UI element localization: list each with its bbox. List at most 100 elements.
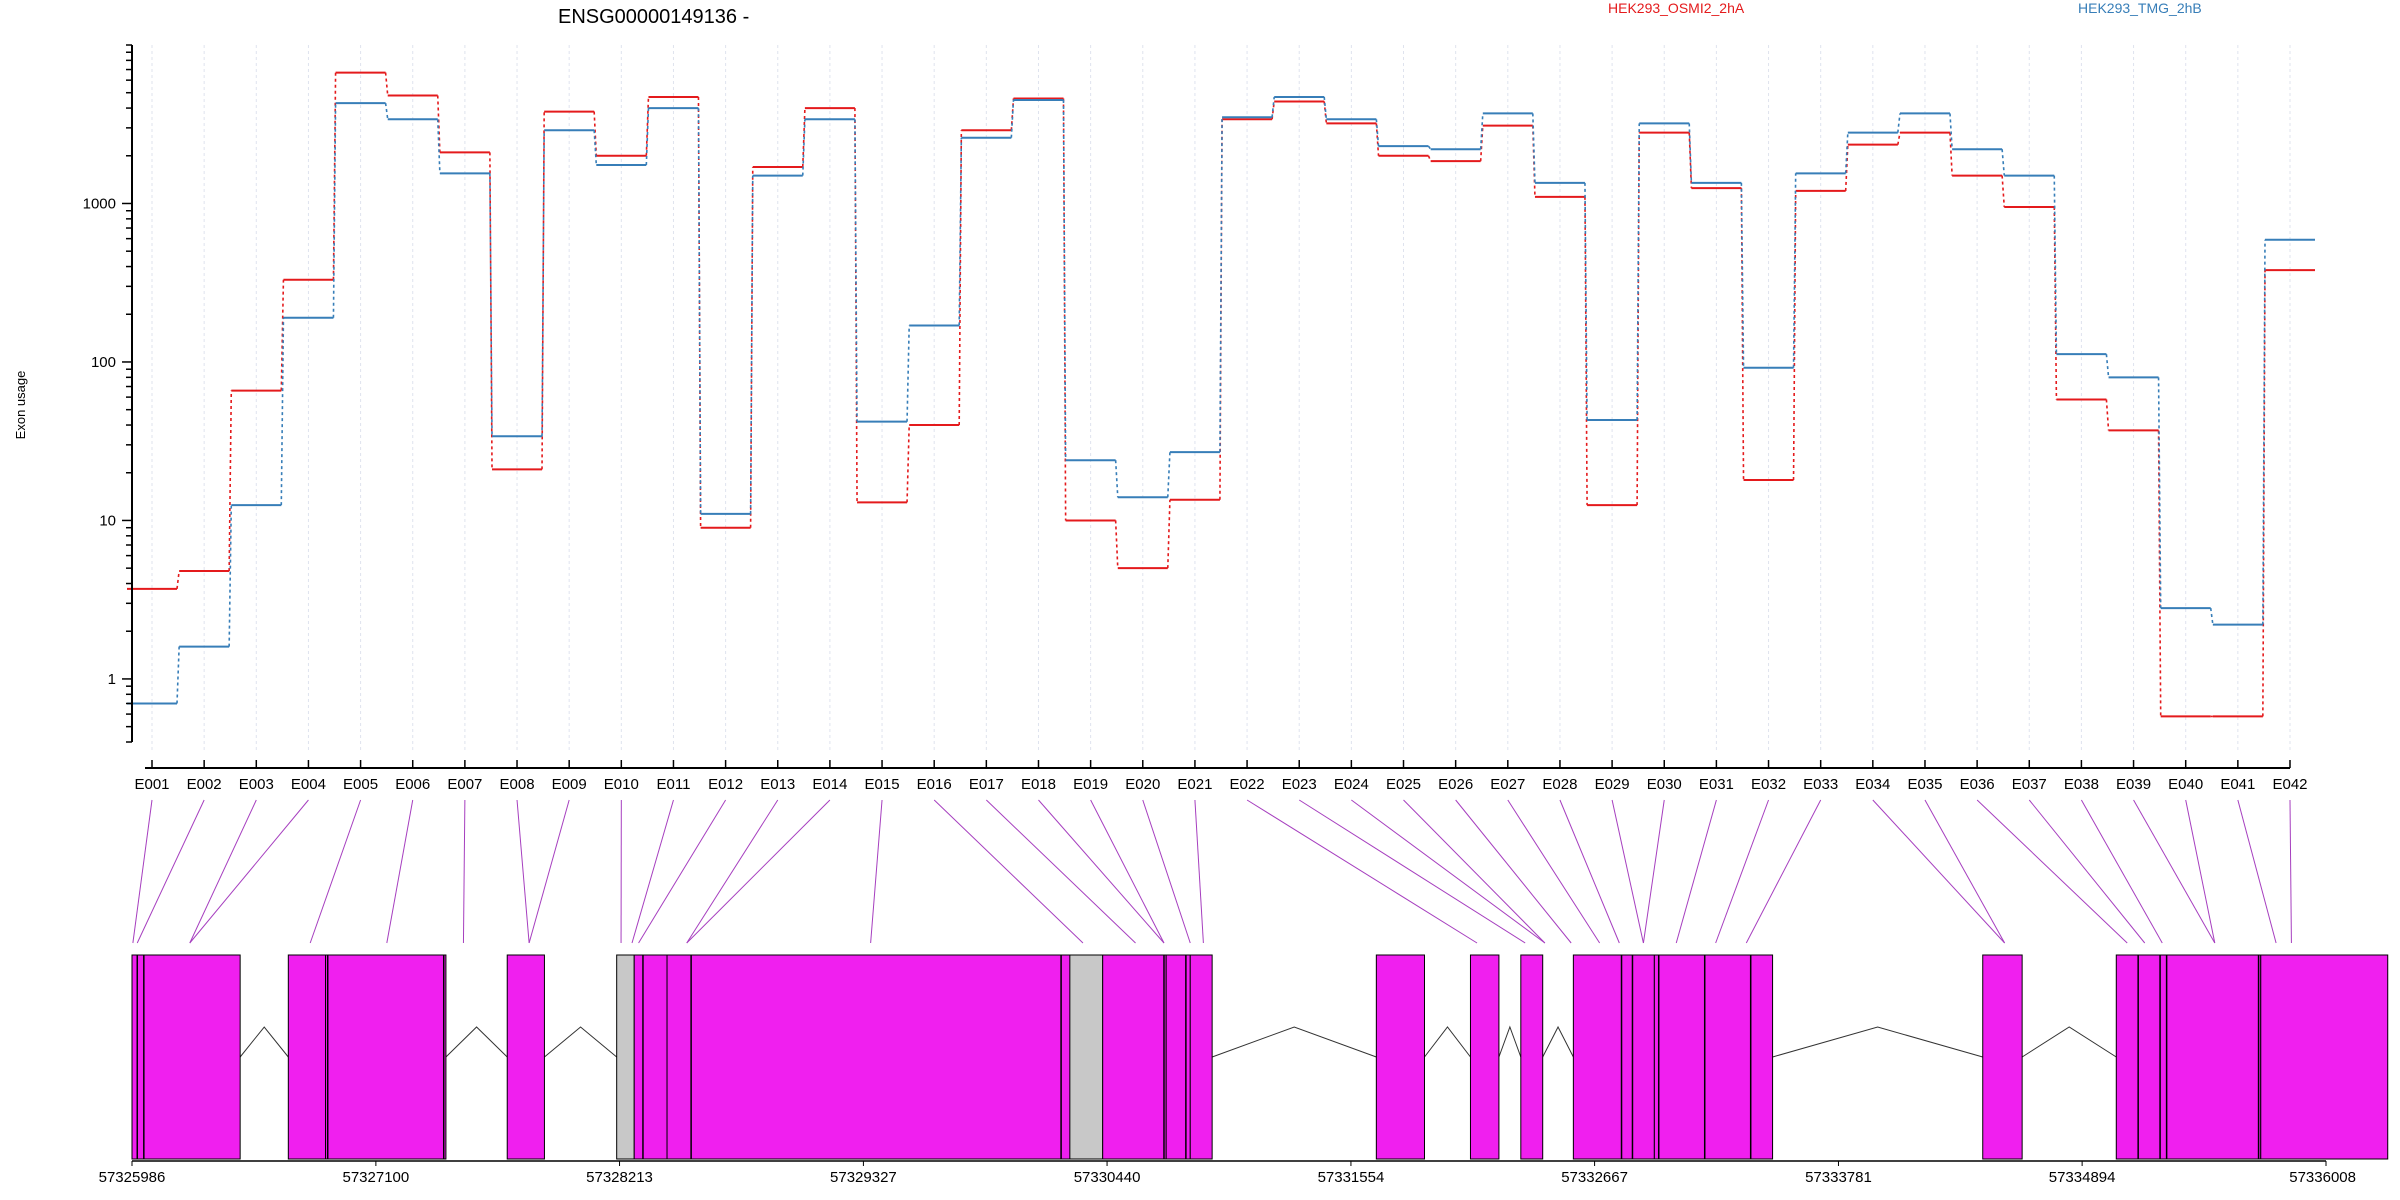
exon-block xyxy=(287,954,327,1160)
exon-connector-e002 xyxy=(136,799,205,944)
series-osmi2-connector xyxy=(280,279,285,391)
exon-connector-e024 xyxy=(1351,799,1546,944)
x-tick-label-e012: E012 xyxy=(708,776,743,793)
x-tick-label-e035: E035 xyxy=(1907,776,1942,793)
series-osmi2-connector xyxy=(2105,399,2110,431)
x-tick-label-e037: E037 xyxy=(2012,776,2047,793)
exon-connector-e020 xyxy=(1142,799,1191,944)
series-osmi2-connector xyxy=(1219,119,1223,500)
exon-connector-e009 xyxy=(528,799,570,944)
exon-connector-e014 xyxy=(686,799,831,944)
exon-connector-e023 xyxy=(1298,799,1526,944)
series-tmg-connector xyxy=(1219,117,1223,453)
exon-connector-e012 xyxy=(638,799,727,944)
exon-block xyxy=(633,954,668,1160)
genomic-tick-label: 57334894 xyxy=(2049,1169,2116,1186)
exon-block xyxy=(2159,954,2262,1160)
series-osmi2-connector xyxy=(1114,520,1119,569)
intron-line xyxy=(1772,1026,1983,1058)
x-axis-ticks: E001 E002 E003 E004 E005 E006 E007 E008 E009 E010… xyxy=(134,760,2308,793)
x-tick-label-e022: E022 xyxy=(1230,776,1265,793)
series-tmg-connector xyxy=(1427,145,1432,150)
x-tick-label-e038: E038 xyxy=(2064,776,2099,793)
exon-connector-e022 xyxy=(1246,799,1478,944)
y-axis-label: Exon usage xyxy=(13,371,28,440)
series-tmg-connector xyxy=(1375,119,1380,147)
series-tmg-connector xyxy=(1792,173,1797,368)
exon-block xyxy=(666,954,1104,1160)
series-osmi2-connector xyxy=(801,108,806,167)
x-tick-label-e002: E002 xyxy=(187,776,222,793)
exon-block xyxy=(1189,954,1213,1160)
exon-connector-e004 xyxy=(189,799,309,944)
series-osmi2 xyxy=(127,71,2315,718)
exon-connector-e005 xyxy=(309,799,362,944)
intron-line xyxy=(1424,1026,1471,1058)
series-osmi2-connector xyxy=(1010,98,1015,131)
x-tick-label-e026: E026 xyxy=(1438,776,1473,793)
x-tick-label-e010: E010 xyxy=(604,776,639,793)
exon-connector-e035 xyxy=(1924,799,2006,944)
legend-item-osmi2: HEK293_OSMI2_2hA xyxy=(1608,0,1745,16)
exon-connector-e013 xyxy=(686,799,779,944)
series-osmi2-connector xyxy=(854,108,858,503)
intron-line xyxy=(239,1026,289,1058)
genomic-tick-label: 57328213 xyxy=(586,1169,653,1186)
genomic-tick-label: 57325986 xyxy=(99,1169,166,1186)
series-osmi2-connector xyxy=(1949,132,1953,176)
x-tick-label-e033: E033 xyxy=(1803,776,1838,793)
series-osmi2-connector xyxy=(2262,270,2266,717)
series-tmg-connector xyxy=(2105,354,2110,378)
series-tmg-connector xyxy=(1479,113,1484,150)
x-tick-label-e028: E028 xyxy=(1542,776,1577,793)
series-tmg-connector xyxy=(2209,607,2214,625)
exon-connector-e019 xyxy=(1090,799,1165,944)
exon-block xyxy=(131,954,241,1160)
x-tick-label-e008: E008 xyxy=(500,776,535,793)
genomic-axis: 57325986 57327100 57328213 57329327 57330440… xyxy=(99,1160,2356,1186)
x-tick-label-e004: E004 xyxy=(291,776,326,793)
exon-block xyxy=(1375,954,1425,1160)
series-tmg-connector xyxy=(906,325,910,422)
exon-block xyxy=(1621,954,1655,1160)
intron-line xyxy=(1542,1025,1574,1058)
exon-block xyxy=(325,954,447,1160)
genomic-tick-label: 57330440 xyxy=(1074,1169,1141,1186)
x-tick-label-e023: E023 xyxy=(1282,776,1317,793)
x-tick-label-e034: E034 xyxy=(1855,776,1890,793)
x-tick-label-e019: E019 xyxy=(1073,776,1108,793)
exon-block-grey xyxy=(1069,954,1104,1160)
exon-connector-e030 xyxy=(1642,799,1665,944)
legend: HEK293_OSMI2_2hA HEK293_TMG_2hB xyxy=(1608,0,2202,16)
exon-connector-e032 xyxy=(1715,799,1770,944)
exon-connector-e018 xyxy=(1038,799,1165,944)
x-tick-label-e006: E006 xyxy=(395,776,430,793)
exon-block xyxy=(1750,954,1774,1160)
series-lines xyxy=(127,71,2315,718)
exon-connector-e017 xyxy=(985,799,1136,944)
series-tmg-connector xyxy=(1323,96,1328,120)
x-tick-label-e042: E042 xyxy=(2272,776,2307,793)
exon-connector-e039 xyxy=(2133,799,2216,944)
y-tick-label: 1000 xyxy=(83,195,116,212)
series-tmg-connector xyxy=(1532,113,1536,183)
exon-block xyxy=(1572,954,1623,1160)
intron-line xyxy=(544,1026,618,1058)
series-tmg-connector xyxy=(749,175,754,514)
intron-line xyxy=(445,1026,508,1058)
x-tick-label-e016: E016 xyxy=(917,776,952,793)
x-tick-label-e039: E039 xyxy=(2116,776,2151,793)
x-tick-label-e041: E041 xyxy=(2220,776,2255,793)
exon-connector-e040 xyxy=(2185,799,2216,944)
exon-connector-e036 xyxy=(1976,799,2128,944)
exon-connector-e033 xyxy=(1745,799,1822,944)
series-tmg-connector xyxy=(1010,99,1015,138)
intron-line xyxy=(1211,1026,1377,1058)
series-tmg-connector xyxy=(1114,460,1119,498)
exon-connector-e028 xyxy=(1559,799,1620,944)
x-tick-label-e036: E036 xyxy=(1960,776,1995,793)
series-osmi2-connector xyxy=(958,130,963,426)
x-tick-label-e007: E007 xyxy=(447,776,482,793)
exon-connector-e029 xyxy=(1611,799,1644,944)
